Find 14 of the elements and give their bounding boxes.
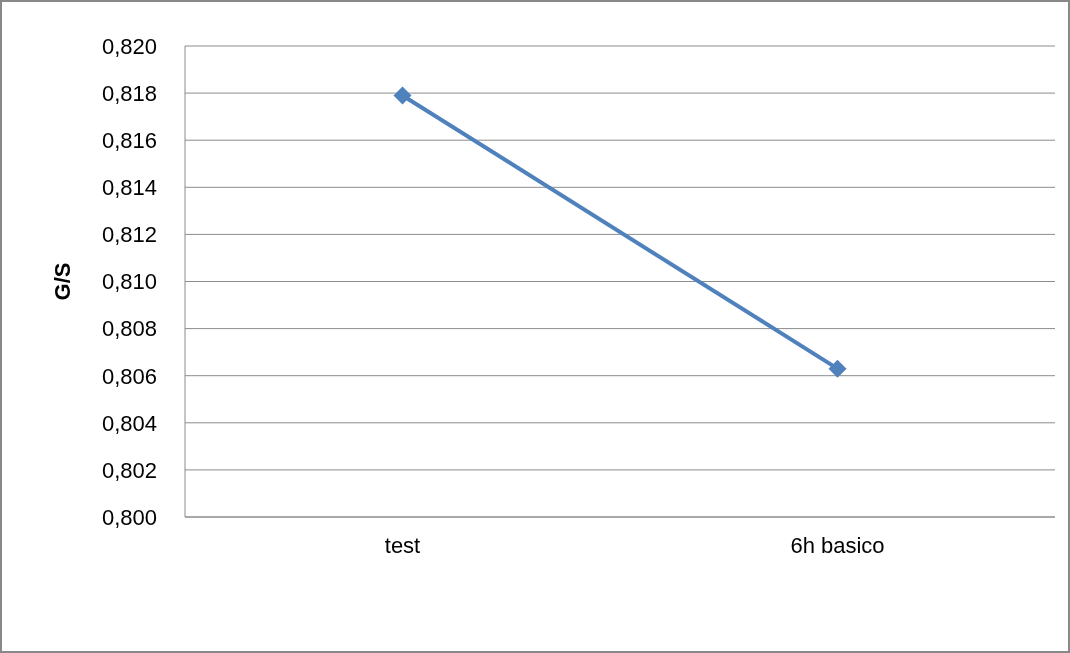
- y-tick-label: 0,806: [101, 363, 157, 389]
- y-tick-label: 0,810: [101, 269, 157, 295]
- y-tick-label: 0,804: [101, 410, 157, 436]
- y-tick-label: 0,800: [101, 504, 157, 530]
- y-tick-label: 0,808: [101, 316, 157, 342]
- y-tick-label: 0,818: [101, 80, 157, 106]
- x-tick-label: test: [384, 532, 421, 558]
- y-tick-label: 0,816: [101, 128, 157, 154]
- x-tick-label: 6h basico: [790, 532, 885, 558]
- y-axis-title: G/S: [49, 262, 75, 301]
- y-tick-label: 0,814: [101, 175, 157, 201]
- y-tick-label: 0,820: [101, 33, 157, 59]
- y-tick-label: 0,802: [101, 457, 157, 483]
- y-tick-label: 0,812: [101, 222, 157, 248]
